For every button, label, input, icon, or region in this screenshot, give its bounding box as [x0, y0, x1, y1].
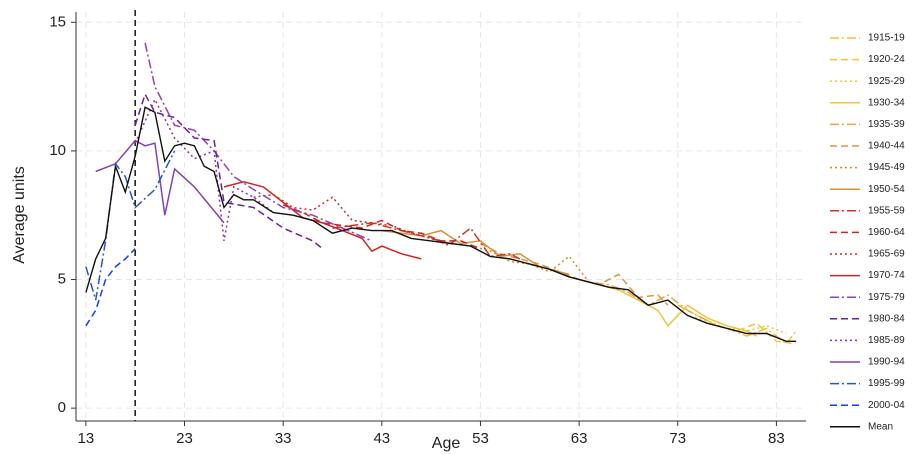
- series-line: [85, 248, 136, 327]
- x-axis-label: Age: [432, 435, 461, 452]
- series-line: [253, 193, 452, 247]
- x-tick-label: 73: [669, 430, 686, 447]
- series-line: [85, 106, 797, 342]
- x-tick-label: 83: [768, 430, 785, 447]
- series-line: [85, 150, 176, 301]
- x-tick-label: 43: [373, 430, 390, 447]
- x-tick-label: 53: [472, 430, 489, 447]
- series-line: [726, 327, 797, 345]
- series-line: [677, 304, 797, 345]
- series-line: [332, 222, 521, 260]
- y-tick-label: 5: [58, 270, 66, 287]
- legend-label: 1985-89: [868, 335, 905, 346]
- legend-label: 1965-69: [868, 249, 905, 260]
- series-line: [282, 204, 481, 250]
- legend-label: 1930-34: [868, 97, 905, 108]
- series-line: [480, 242, 669, 306]
- legend-label: 1975-79: [868, 292, 905, 303]
- series-line: [144, 42, 373, 242]
- legend-label: 1980-84: [868, 313, 905, 324]
- legend-label: 1950-54: [868, 184, 905, 195]
- series-line: [134, 97, 274, 242]
- legend-label: 2000-04: [868, 400, 905, 411]
- y-axis-label: Average units: [11, 166, 28, 264]
- x-tick-label: 23: [176, 430, 193, 447]
- series-line: [95, 139, 225, 224]
- x-tick-label: 63: [571, 430, 588, 447]
- y-tick-label: 15: [49, 13, 66, 30]
- legend-label: 1945-49: [868, 162, 905, 173]
- legend-label: 1995-99: [868, 378, 905, 389]
- series-line: [223, 181, 422, 260]
- legend-label: 1990-94: [868, 357, 905, 368]
- legend-label: 1925-29: [868, 76, 905, 87]
- x-tick-label: 13: [78, 430, 95, 447]
- legend-label: Mean: [868, 421, 893, 432]
- legend-label: 1920-24: [868, 54, 905, 65]
- series-line: [578, 278, 758, 337]
- legend-label: 1935-39: [868, 119, 905, 130]
- legend-label: 1955-59: [868, 205, 905, 216]
- y-tick-label: 10: [49, 142, 66, 159]
- legend-label: 1960-64: [868, 227, 905, 238]
- legend-label: 1915-19: [868, 33, 905, 44]
- y-tick-label: 0: [58, 399, 66, 416]
- x-tick-label: 33: [275, 430, 292, 447]
- legend-label: 1940-44: [868, 141, 905, 152]
- legend-label: 1970-74: [868, 270, 905, 281]
